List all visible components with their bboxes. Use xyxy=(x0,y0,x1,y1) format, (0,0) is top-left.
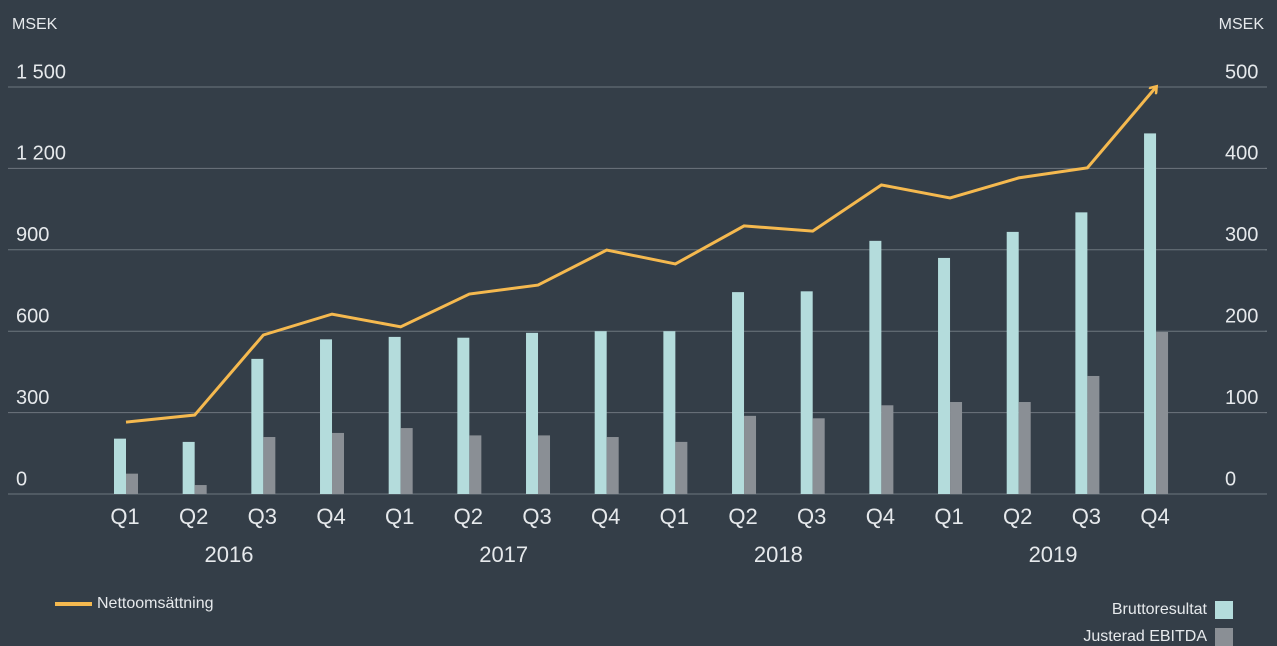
bar xyxy=(332,432,345,494)
bar xyxy=(663,331,676,494)
x-tick-label: Q4 xyxy=(1140,504,1169,529)
year-label: 2018 xyxy=(754,542,803,567)
legend-swatch xyxy=(1215,628,1233,646)
bar xyxy=(744,415,757,494)
bar xyxy=(320,339,333,494)
x-tick-label: Q3 xyxy=(797,504,826,529)
bar xyxy=(251,358,264,494)
bar xyxy=(675,441,688,494)
x-tick-label: Q4 xyxy=(866,504,895,529)
bar xyxy=(938,257,951,494)
bar xyxy=(194,485,207,494)
legend-label: Nettoomsättning xyxy=(97,595,214,612)
y-tick-label: 0 xyxy=(16,468,27,490)
bar xyxy=(812,418,825,494)
bar xyxy=(388,336,401,494)
bar xyxy=(800,291,813,494)
bar xyxy=(400,428,413,494)
x-tick-label: Q4 xyxy=(591,504,620,529)
year-label: 2017 xyxy=(479,542,528,567)
bar xyxy=(1156,332,1169,494)
bar xyxy=(526,332,539,494)
y2-tick-label: 400 xyxy=(1225,143,1258,165)
bar xyxy=(182,441,195,494)
bar xyxy=(606,437,619,494)
y2-tick-label: 500 xyxy=(1225,61,1258,83)
bar xyxy=(457,337,470,494)
bar xyxy=(126,473,138,494)
bar xyxy=(538,435,551,494)
y-tick-label: 1 500 xyxy=(16,61,66,83)
bar xyxy=(950,402,963,494)
y-tick-label: 900 xyxy=(16,224,49,246)
bar xyxy=(114,438,126,494)
bar xyxy=(1087,375,1100,494)
year-label: 2016 xyxy=(205,542,254,567)
y2-tick-label: 300 xyxy=(1225,224,1258,246)
x-tick-label: Q2 xyxy=(179,504,208,529)
x-tick-label: Q1 xyxy=(385,504,414,529)
y-tick-label: 600 xyxy=(16,305,49,327)
bar xyxy=(1144,133,1157,494)
bar xyxy=(869,240,882,494)
x-tick-label: Q1 xyxy=(110,504,139,529)
y2-tick-label: 0 xyxy=(1225,468,1236,490)
x-tick-label: Q3 xyxy=(1072,504,1101,529)
x-tick-label: Q2 xyxy=(454,504,483,529)
y-tick-label: 300 xyxy=(16,387,49,409)
y2-tick-label: 100 xyxy=(1225,387,1258,409)
bar xyxy=(594,331,607,494)
x-tick-label: Q2 xyxy=(1003,504,1032,529)
x-tick-label: Q3 xyxy=(248,504,277,529)
bar xyxy=(263,437,276,494)
x-tick-label: Q4 xyxy=(316,504,345,529)
x-tick-label: Q3 xyxy=(522,504,551,529)
y2-tick-label: 200 xyxy=(1225,305,1258,327)
y-tick-label: 1 200 xyxy=(16,143,66,165)
y-axis-label: MSEK xyxy=(12,16,58,33)
bar xyxy=(732,292,745,494)
legend-label: Bruttoresultat xyxy=(1112,601,1208,618)
bar xyxy=(1018,402,1031,494)
bar xyxy=(881,405,894,494)
x-tick-label: Q1 xyxy=(660,504,689,529)
bar xyxy=(1006,231,1019,494)
legend-swatch xyxy=(1215,601,1233,619)
line xyxy=(125,87,1156,424)
x-tick-label: Q1 xyxy=(934,504,963,529)
legend-label: Justerad EBITDA xyxy=(1083,628,1207,645)
y2-axis-label: MSEK xyxy=(1219,16,1265,33)
bar xyxy=(469,435,482,494)
x-tick-label: Q2 xyxy=(728,504,757,529)
year-label: 2019 xyxy=(1029,542,1078,567)
bar xyxy=(1075,212,1088,494)
